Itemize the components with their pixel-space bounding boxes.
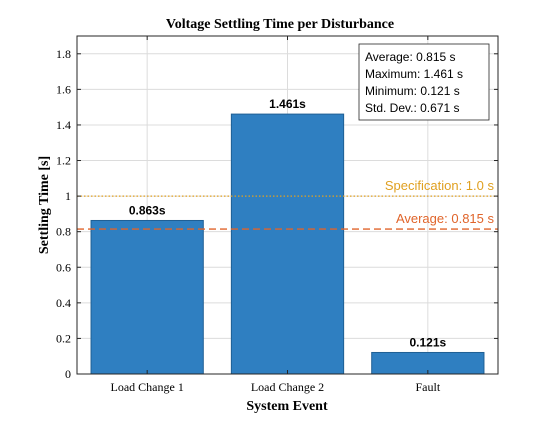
y-tick-label: 1.4 [56,118,71,132]
y-tick-label: 1.8 [56,47,71,61]
average-line-label: Average: 0.815 s [396,211,495,226]
x-axis: Load Change 1 Load Change 2 Fault [111,36,441,394]
y-tick-label: 1.6 [56,82,71,96]
x-tick-label: Load Change 1 [111,380,184,394]
bar-value-label: 0.121s [409,335,446,349]
stats-maximum: Maximum: 1.461 s [365,67,463,81]
y-tick-label: 0.8 [56,225,71,239]
stats-std-dev: Std. Dev.: 0.671 s [365,101,460,115]
y-tick-label: 1 [65,189,71,203]
bar-load-change-1 [90,219,204,375]
y-axis-label: Settling Time [s] [37,156,52,254]
specification-line-label: Specification: 1.0 s [385,178,495,193]
stats-average: Average: 0.815 s [365,50,456,64]
stats-box: Average: 0.815 s Maximum: 1.461 s Minimu… [358,43,490,121]
x-tick-label: Fault [415,380,440,394]
y-tick-label: 0.4 [56,296,71,310]
reference-line-labels: Specification: 1.0 s Average: 0.815 s [385,178,495,226]
x-tick-label: Load Change 2 [251,380,324,394]
bar-load-change-2 [230,113,345,375]
y-tick-label: 0.6 [56,260,71,274]
y-tick-label: 0.2 [56,331,71,345]
y-tick-label: 0 [65,367,71,381]
stats-minimum: Minimum: 0.121 s [365,84,460,98]
x-axis-label: System Event [246,399,328,414]
y-axis: 0 0.2 0.4 0.6 0.8 1 1.2 1.4 1.6 1.8 [56,47,498,381]
y-tick-label: 1.2 [56,154,71,168]
bar-value-label: 0.863s [129,203,166,217]
bar-value-label: 1.461s [269,97,306,111]
bars: 0.863s 1.461s 0.121s [90,97,485,375]
chart-title: Voltage Settling Time per Disturbance [166,17,394,32]
reference-lines [77,195,498,230]
